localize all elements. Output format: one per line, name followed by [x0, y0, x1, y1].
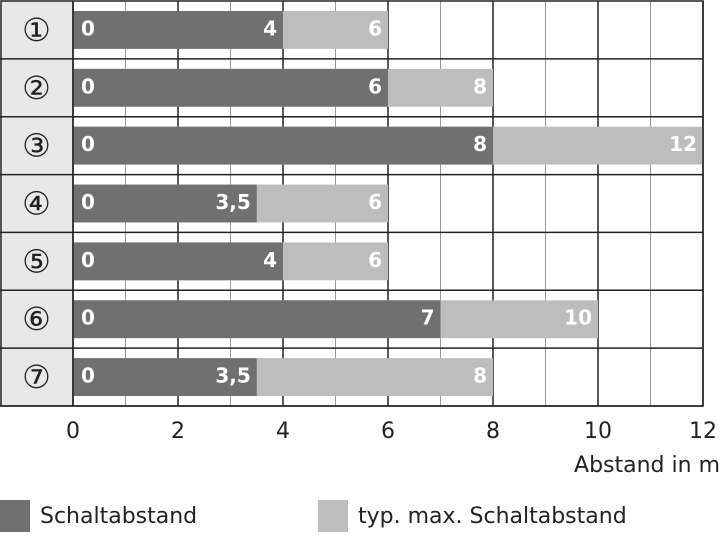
- value-label: 8: [473, 364, 487, 388]
- value-label: 4: [263, 16, 277, 40]
- x-tick-label: 4: [276, 419, 290, 444]
- value-label: 3,5: [215, 364, 250, 388]
- value-label: 8: [473, 132, 487, 156]
- start-label: 0: [81, 190, 95, 214]
- value-label: 6: [368, 16, 382, 40]
- start-label: 0: [81, 132, 95, 156]
- x-tick-label: 0: [66, 419, 80, 444]
- start-label: 0: [81, 306, 95, 330]
- value-label: 8: [473, 74, 487, 98]
- x-tick-label: 2: [171, 419, 185, 444]
- legend-label: Schaltabstand: [40, 504, 197, 529]
- bar: [73, 242, 283, 281]
- category-label: ⑦: [22, 358, 51, 396]
- value-label: 6: [368, 248, 382, 272]
- bar: [73, 68, 388, 107]
- category-label: ⑥: [22, 300, 51, 338]
- start-label: 0: [81, 16, 95, 40]
- x-tick-label: 6: [381, 419, 395, 444]
- x-axis-label: Abstand in m: [574, 453, 720, 478]
- bar: [73, 184, 257, 223]
- value-label: 6: [368, 74, 382, 98]
- value-label: 12: [669, 132, 697, 156]
- bar: [73, 358, 257, 396]
- legend-label: typ. max. Schaltabstand: [358, 504, 627, 529]
- category-label: ①: [22, 11, 51, 49]
- bar: [73, 300, 441, 339]
- bar: [73, 126, 493, 165]
- x-tick-label: 12: [689, 419, 717, 444]
- category-label: ⑤: [22, 242, 51, 280]
- value-label: 7: [421, 306, 435, 330]
- label-column: [0, 1, 73, 406]
- value-label: 10: [564, 306, 592, 330]
- category-label: ④: [22, 185, 51, 223]
- frame: [0, 0, 704, 407]
- start-label: 0: [81, 364, 95, 388]
- category-label: ②: [22, 69, 51, 107]
- start-label: 0: [81, 74, 95, 98]
- value-label: 4: [263, 248, 277, 272]
- legend-swatch: [0, 500, 30, 532]
- category-label: ③: [22, 127, 51, 165]
- value-label: 6: [368, 190, 382, 214]
- value-label: 3,5: [215, 190, 250, 214]
- legend-swatch: [318, 500, 348, 532]
- x-tick-label: 10: [584, 419, 612, 444]
- x-tick-label: 8: [486, 419, 500, 444]
- bar: [73, 11, 283, 49]
- start-label: 0: [81, 248, 95, 272]
